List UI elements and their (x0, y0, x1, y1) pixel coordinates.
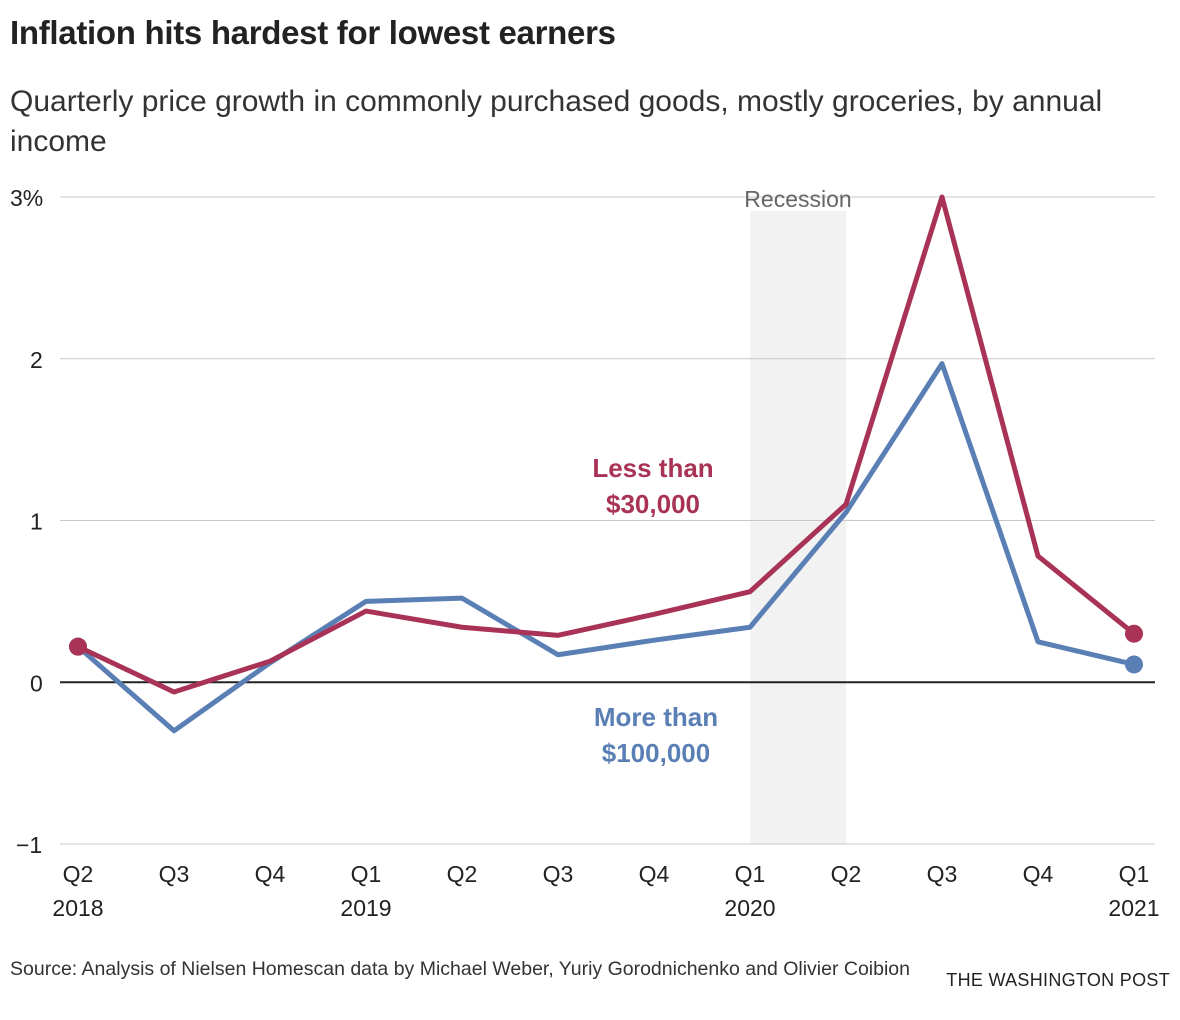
x-tick-label: Q2 (447, 861, 478, 887)
y-tick-label: 3% (10, 185, 43, 211)
series-endpoint (1125, 624, 1143, 643)
x-tick-label: Q3 (543, 861, 574, 887)
x-tick-label: Q4 (639, 861, 670, 887)
series-label-high-income: More than (594, 702, 718, 732)
y-tick-label: 1 (30, 509, 43, 535)
x-tick-label: Q1 (735, 861, 766, 887)
x-tick-label: Q1 (1119, 861, 1150, 887)
x-tick-label: Q2 (831, 861, 862, 887)
y-tick-label: 2 (30, 347, 43, 373)
series-label-low-income: Less than (592, 453, 713, 483)
publisher-credit: THE WASHINGTON POST (946, 970, 1170, 990)
recession-band (750, 211, 846, 844)
x-tick-label: Q2 (63, 861, 94, 887)
x-tick-label: Q3 (159, 861, 190, 887)
series-line-high-income (76, 361, 1135, 734)
series-endpoint (1125, 655, 1143, 674)
recession-label: Recession (744, 186, 851, 212)
chart-subtitle: Quarterly price growth in commonly purch… (10, 85, 1103, 158)
x-tick-year: 2018 (52, 895, 103, 921)
x-tick-year: 2021 (1108, 895, 1159, 921)
x-tick-label: Q1 (351, 861, 382, 887)
series-endpoint (69, 637, 87, 656)
series-line-low-income (76, 194, 1136, 695)
x-tick-year: 2020 (724, 895, 775, 921)
chart-title: Inflation hits hardest for lowest earner… (10, 14, 616, 51)
source-note: Source: Analysis of Nielsen Homescan dat… (10, 958, 910, 980)
x-tick-label: Q3 (927, 861, 958, 887)
x-tick-year: 2019 (340, 895, 391, 921)
x-tick-label: Q4 (255, 861, 286, 887)
y-tick-label: 0 (30, 670, 43, 696)
series-label-low-income: $30,000 (606, 489, 700, 519)
x-tick-label: Q4 (1023, 861, 1054, 887)
y-tick-label: −1 (16, 832, 42, 858)
series-label-high-income: $100,000 (602, 738, 710, 768)
